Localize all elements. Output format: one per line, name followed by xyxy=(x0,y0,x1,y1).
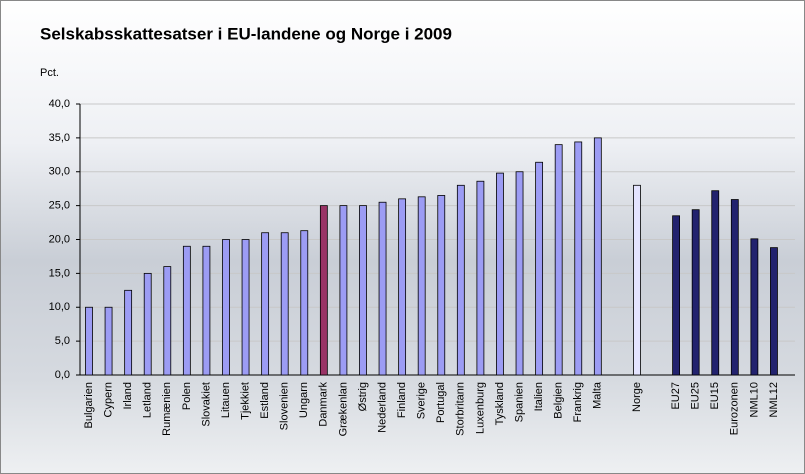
x-tick-label: EU27 xyxy=(670,382,682,410)
y-tick-label: 15,0 xyxy=(49,267,70,279)
bar xyxy=(301,231,308,375)
x-tick-label: Tjekkiet xyxy=(239,382,251,420)
x-tick-label: Bulgarien xyxy=(83,382,95,428)
bar xyxy=(633,185,640,375)
y-tick-label: 20,0 xyxy=(49,233,70,245)
x-tick-label: Malta xyxy=(592,381,604,409)
bar xyxy=(594,138,601,375)
y-tick-label: 30,0 xyxy=(49,166,70,178)
y-tick-label: 10,0 xyxy=(49,301,70,313)
bar xyxy=(731,200,738,375)
bar xyxy=(477,181,484,375)
bar xyxy=(673,216,680,375)
x-tick-label: Sverige xyxy=(416,382,428,419)
bar xyxy=(575,142,582,375)
bar xyxy=(536,162,543,375)
x-tick-label: Ungarn xyxy=(298,382,310,418)
x-tick-label: Slovenien xyxy=(279,382,291,430)
x-tick-label: NML10 xyxy=(748,382,760,417)
bar xyxy=(262,233,269,375)
bar xyxy=(125,290,132,375)
bar xyxy=(712,191,719,375)
x-tick-label: Portugal xyxy=(435,382,447,423)
x-tick-label: Estland xyxy=(259,382,271,419)
x-tick-label: Cypern xyxy=(102,382,114,417)
chart-title: Selskabsskattesatser i EU-landene og Nor… xyxy=(40,24,452,43)
x-tick-label: Nederland xyxy=(376,382,388,433)
bar xyxy=(183,246,190,375)
x-tick-label: Danmark xyxy=(318,382,330,427)
x-tick-label: Slovakiet xyxy=(200,382,212,427)
bar xyxy=(496,173,503,375)
x-tick-label: Østrig xyxy=(357,382,369,411)
x-tick-label: EU25 xyxy=(690,382,702,410)
chart: Selskabsskattesatser i EU-landene og Nor… xyxy=(0,0,805,474)
bar xyxy=(164,267,171,375)
bar xyxy=(399,199,406,375)
bar xyxy=(516,172,523,375)
x-tick-label: Irland xyxy=(122,382,134,410)
bar xyxy=(438,195,445,375)
bar xyxy=(340,206,347,375)
x-tick-label: Storbritann xyxy=(455,382,467,436)
bar xyxy=(379,202,386,375)
x-tick-label: Luxenburg xyxy=(474,382,486,434)
y-tick-label: 0,0 xyxy=(55,369,70,381)
bar xyxy=(105,307,112,375)
bar xyxy=(770,248,777,375)
x-tick-label: Belgien xyxy=(553,382,565,419)
x-tick-label: Polen xyxy=(181,382,193,410)
x-tick-label: Italien xyxy=(533,382,545,411)
x-tick-label: Rumænien xyxy=(161,382,173,436)
x-tick-label: Letland xyxy=(142,382,154,418)
bar xyxy=(457,185,464,375)
x-tick-label: Grækenlan xyxy=(337,382,349,436)
bar xyxy=(320,206,327,375)
bar xyxy=(203,246,210,375)
y-tick-label: 5,0 xyxy=(55,335,70,347)
x-tick-label: Frankrig xyxy=(572,382,584,422)
y-tick-label: 25,0 xyxy=(49,200,70,212)
bar xyxy=(751,239,758,375)
x-tick-label: Norge xyxy=(631,382,643,412)
bar xyxy=(692,210,699,375)
y-tick-label: 35,0 xyxy=(49,132,70,144)
bar xyxy=(418,197,425,375)
y-tick-label: 40,0 xyxy=(49,98,70,110)
x-tick-label: Eurozonen xyxy=(729,382,741,435)
x-tick-label: Finland xyxy=(396,382,408,418)
x-tick-label: Litauen xyxy=(220,382,232,418)
bar xyxy=(144,273,151,375)
x-tick-label: NML12 xyxy=(768,382,780,417)
x-tick-label: Tyskland xyxy=(494,382,506,425)
bar xyxy=(86,307,93,375)
bar xyxy=(281,233,288,375)
bar xyxy=(242,240,249,376)
bar xyxy=(359,206,366,375)
x-tick-label: EU15 xyxy=(709,382,721,410)
bar xyxy=(555,145,562,375)
x-tick-label: Spanien xyxy=(513,382,525,422)
y-axis-label: Pct. xyxy=(40,67,59,79)
bar xyxy=(222,240,229,376)
